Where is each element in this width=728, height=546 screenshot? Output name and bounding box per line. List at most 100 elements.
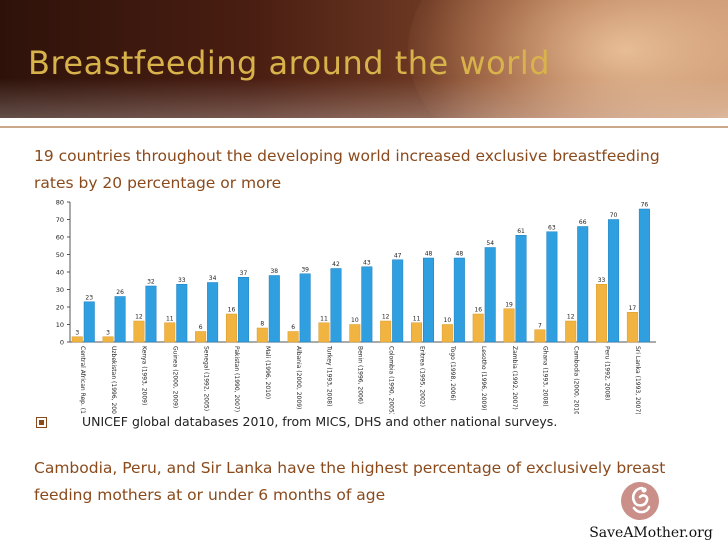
x-tick-label: Albania (2000, 2009) [295,346,302,409]
data-label-early: 11 [320,315,328,322]
bar-early [318,322,330,343]
bar-late [330,268,342,343]
x-tick-label: Benin (1996, 2006) [357,346,364,404]
data-label-early: 6 [199,324,203,331]
bar-late [237,277,249,343]
data-label-late: 48 [456,251,464,258]
data-label-early: 10 [351,317,359,324]
bar-early [71,336,83,343]
bar-late [515,235,527,343]
y-tick-label: 10 [56,321,64,329]
square-bullet-icon [36,417,47,428]
bar-late [299,273,311,343]
y-tick-label: 30 [56,286,64,294]
x-tick-label: Uzbekistan (1996, 2006) [110,346,117,414]
bar-early [225,313,237,343]
data-label-late: 26 [116,289,124,296]
data-label-early: 12 [567,314,575,321]
bar-early [626,312,638,343]
intro-text: 19 countries throughout the developing w… [34,147,660,192]
data-label-late: 23 [85,294,93,301]
data-label-late: 48 [425,251,433,258]
bar-late [484,247,496,343]
bar-chart: 0 10 20 30 40 50 60 70 80 3 23 Central African Rep.… [30,192,664,456]
bar-early [256,327,268,343]
bar-early [411,322,423,343]
data-label-late: 42 [332,261,340,268]
data-label-late: 32 [147,279,155,286]
data-label-early: 12 [135,314,143,321]
bar-late [453,257,465,343]
slide-title: Breastfeeding around the world [28,44,551,82]
title-divider [0,126,728,128]
data-label-late: 70 [610,212,618,219]
data-label-early: 10 [444,317,452,324]
bar-late [114,296,126,343]
x-tick-label: Central African Rep. (1995, 2010) [79,346,86,414]
source-text: UNICEF global databases 2010, from MICS,… [82,414,558,429]
bar-early [596,284,608,343]
data-label-early: 11 [166,315,174,322]
bar-late [361,266,373,343]
data-label-early: 33 [598,277,606,284]
x-tick-label: Togo (1998, 2006) [449,345,456,401]
y-tick-label: 20 [56,304,64,312]
data-label-early: 16 [228,307,236,314]
y-tick-label: 80 [56,199,64,207]
bar-early [534,329,546,343]
data-label-late: 34 [209,275,217,282]
bar-early [349,324,361,343]
data-label-early: 11 [413,315,421,322]
conclusion-text: Cambodia, Peru, and Sir Lanka have the h… [34,459,666,504]
bar-late [268,275,280,343]
bar-late [83,301,95,343]
bar-late [392,259,404,343]
source-note: UNICEF global databases 2010, from MICS,… [36,414,656,436]
bar-late [577,226,589,343]
mother-child-logo-icon [621,482,659,520]
bar-early [133,320,145,343]
x-tick-label: Lesotho (1996, 2009) [480,346,487,411]
data-label-late: 63 [548,224,556,231]
bar-late [638,208,650,343]
y-tick-label: 40 [56,269,64,277]
x-tick-label: Mali (1996, 2010) [264,346,271,399]
bar-early [102,336,114,343]
bar-early [287,331,299,343]
data-label-late: 38 [270,268,278,275]
bar-early [195,331,207,343]
data-label-early: 3 [75,329,79,336]
header-banner: Breastfeeding around the world [0,0,728,118]
x-tick-label: Zambia (1992, 2007) [511,346,518,410]
data-label-late: 43 [363,259,371,266]
x-tick-label: Kenya (1993, 2009) [141,346,148,405]
y-tick-label: 50 [56,251,64,259]
data-label-late: 76 [641,202,649,209]
data-label-late: 54 [486,240,494,247]
bar-late [423,257,435,343]
x-tick-label: Cambodia (2000, 2010) [572,346,579,414]
bar-late [608,219,620,343]
data-label-late: 39 [301,266,309,273]
x-tick-label: Ghana (1993, 2008) [542,346,549,407]
x-tick-label: Sri Lanka (1993, 2007) [634,346,641,414]
data-label-early: 16 [474,307,482,314]
x-tick-label: Pakistan (1990, 2007) [233,346,240,412]
bar-early [380,320,392,343]
bar-late [207,282,219,343]
data-label-late: 66 [579,219,587,226]
data-label-late: 61 [517,228,525,235]
data-label-early: 6 [291,324,295,331]
bar-early [441,324,453,343]
data-label-late: 33 [178,277,186,284]
x-tick-label: Colombia (1990, 2005) [387,346,394,414]
y-tick-label: 60 [56,234,64,242]
bar-early [503,308,515,343]
x-tick-label: Peru (1992, 2008) [603,346,610,400]
x-tick-label: Senegal (1992, 2005) [202,346,209,411]
bar-early [472,313,484,343]
bar-late [145,285,157,343]
data-label-early: 3 [106,329,110,336]
x-tick-label: Turkey (1993, 2008) [326,345,333,406]
